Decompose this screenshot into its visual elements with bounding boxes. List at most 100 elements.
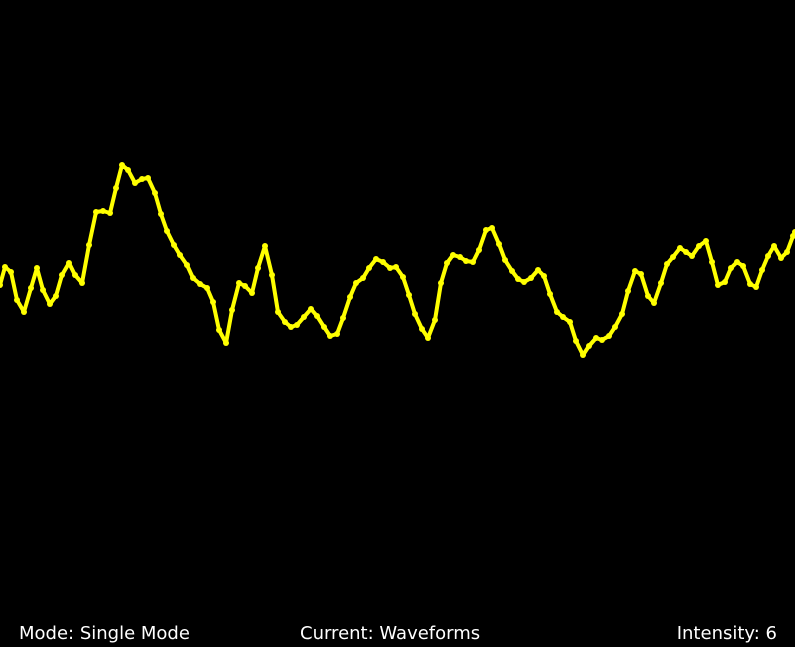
waveform-dot [412, 311, 418, 317]
waveform-dot [444, 260, 450, 266]
waveform-dot [164, 228, 170, 234]
waveform-dot [190, 275, 196, 281]
waveform-dot [689, 253, 695, 259]
waveform-dot [759, 267, 765, 273]
waveform-dot [457, 254, 463, 260]
waveform-dot [612, 324, 618, 330]
waveform-dot [715, 282, 721, 288]
waveform-dot [593, 335, 599, 341]
waveform-dot [308, 306, 314, 312]
waveform-dot [792, 229, 795, 235]
waveform-dot [100, 208, 106, 214]
waveform-dot [432, 317, 438, 323]
waveform-dot [47, 301, 53, 307]
waveform-dot [229, 307, 235, 313]
waveform-dot [93, 209, 99, 215]
waveform-dot [573, 338, 579, 344]
waveform-dot [387, 265, 393, 271]
waveform-dot [2, 264, 8, 270]
waveform-dot [72, 272, 78, 278]
waveform-dot [204, 285, 210, 291]
waveform-dot [560, 314, 566, 320]
waveform-dot [184, 262, 190, 268]
waveform-dot [753, 284, 759, 290]
waveform-dot [625, 288, 631, 294]
waveform-dot [400, 274, 406, 280]
waveform-dot [366, 265, 372, 271]
waveform-dot [683, 249, 689, 255]
waveform-dot [677, 245, 683, 251]
waveform-dot [380, 259, 386, 265]
waveform-dot [321, 324, 327, 330]
waveform-dot [778, 255, 784, 261]
waveform-dot [463, 258, 469, 264]
waveform-dot [586, 343, 592, 349]
waveform-dot [554, 309, 560, 315]
waveform-dot [236, 280, 242, 286]
waveform-dot [171, 242, 177, 248]
waveform-dot [696, 243, 702, 249]
waveform-dot [269, 272, 275, 278]
waveform-dot [509, 268, 515, 274]
waveform-dot [638, 271, 644, 277]
waveform-dot [470, 259, 476, 265]
waveform-dot [340, 315, 346, 321]
waveform-dot [521, 279, 527, 285]
waveform-dot [670, 254, 676, 260]
waveform-dot [314, 313, 320, 319]
waveform-dot [489, 225, 495, 231]
waveform-dot [567, 319, 573, 325]
waveform-dot [373, 256, 379, 262]
waveform-dot [535, 267, 541, 273]
waveform-dot [282, 319, 288, 325]
waveform-dot [288, 324, 294, 330]
waveform-dot [210, 299, 216, 305]
waveform-dot [216, 327, 222, 333]
waveform-dot [645, 293, 651, 299]
waveform-dot [158, 211, 164, 217]
waveform-dot [223, 340, 229, 346]
waveform-dot [107, 210, 113, 216]
waveform-dot [771, 243, 777, 249]
waveform-dot [242, 283, 248, 289]
waveform-dot [132, 180, 138, 186]
waveform-dot [658, 280, 664, 286]
waveform-dot [197, 281, 203, 287]
waveform-dot [40, 287, 46, 293]
waveform-dot [541, 273, 547, 279]
intensity-label: Intensity: 6 [676, 623, 777, 644]
waveform-dot [722, 279, 728, 285]
waveform-dot [765, 253, 771, 259]
waveform-dot [360, 275, 366, 281]
waveform-dot [334, 331, 340, 337]
waveform-dot [262, 243, 268, 249]
waveform-dot [599, 337, 605, 343]
waveform-dot [79, 280, 85, 286]
waveform-dot [740, 263, 746, 269]
waveform-dot [347, 294, 353, 300]
waveform-dot [113, 185, 119, 191]
waveform-dot [294, 322, 300, 328]
waveform-dot [353, 280, 359, 286]
waveform-dot [301, 314, 307, 320]
waveform-dot [125, 167, 131, 173]
waveform-dot [327, 333, 333, 339]
waveform-dots [0, 162, 795, 358]
waveform-dot [152, 190, 158, 196]
waveform-dot [406, 292, 412, 298]
waveform-dot [393, 264, 399, 270]
waveform-dot [496, 241, 502, 247]
waveform-dot [547, 291, 553, 297]
waveform-dot [438, 280, 444, 286]
waveform-dot [275, 309, 281, 315]
waveform-dot [66, 260, 72, 266]
waveform-dot [784, 249, 790, 255]
mode-label: Mode: Single Mode [19, 623, 190, 644]
waveform-dot [59, 272, 65, 278]
waveform-dot [8, 269, 14, 275]
waveform-dot [53, 293, 59, 299]
waveform-dot [580, 352, 586, 358]
waveform-dot [606, 333, 612, 339]
waveform-dot [34, 265, 40, 271]
waveform-dot [747, 281, 753, 287]
